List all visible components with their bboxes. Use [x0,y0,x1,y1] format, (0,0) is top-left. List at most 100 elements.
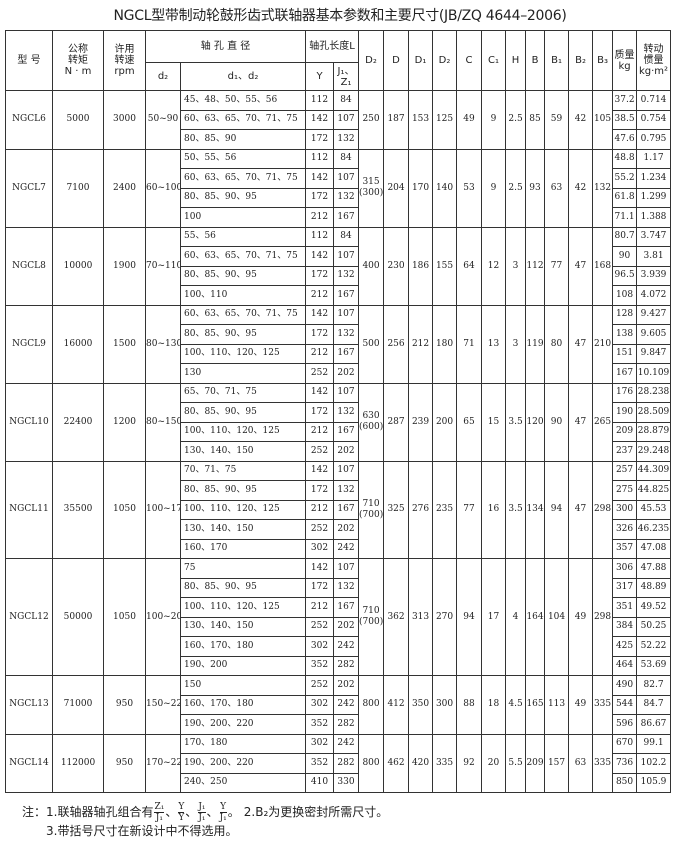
cell: 200 [432,382,458,462]
cell: 35500 [52,460,104,559]
cell: 710 (700) [358,460,385,559]
cell: 60、63、65、70、71、75 [179,304,307,325]
note-text: 2.B₂为更换密封所需尺寸。 [243,805,389,819]
cell: 55、56 [179,226,307,247]
cell: 326 [612,519,638,540]
cell: 9.605 [636,324,672,345]
cell: 202 [333,363,360,384]
cell: 950 [103,675,146,735]
cell: 77 [456,460,483,559]
cell: 4 [505,558,527,676]
cell: 544 [612,694,638,715]
cell: 252 [305,675,335,696]
cell: 138 [612,324,638,345]
cell: 176 [612,382,638,403]
header-row: d₂ d₁、d₂ Y J₁、Z₁ [6,62,671,91]
cell: 61.8 [612,187,638,208]
cell: 212 [305,421,335,442]
cell: 172 [305,324,335,345]
cell: 84 [333,90,360,111]
cell: 1.388 [636,207,672,228]
cell: 384 [612,616,638,637]
cell: 134 [525,460,546,559]
cell: 412 [383,675,410,735]
cell: 9.847 [636,343,672,364]
header-row: 型 号公称 转矩 N · m 许用 转速 rpm 轴 孔 直 径轴孔长度L D₂ D D₁ D₂ C C… [5,30,672,91]
denominator: Y [178,813,185,823]
cell: 47.88 [636,558,672,579]
cell: 50000 [52,558,104,676]
cell: 20 [481,733,507,793]
cell: 190、200、220 [179,753,307,774]
cell: 335 [592,675,614,735]
cell: 170 [408,148,434,228]
fraction: J₁ J₁ [198,802,206,823]
cell: 53 [456,148,483,228]
data-row: 60、63、65、70、71、75 142 107 55.2 1.234 [6,168,672,189]
cell: 165 [525,675,546,735]
cell: 10.109 [636,363,672,384]
numerator: Y [178,802,185,813]
cell: 48.89 [636,577,672,598]
text-line: rpm [114,66,135,77]
cell: 9.427 [636,304,672,325]
data-row: NGCL6 5000 3000 50~90 45、48、50、55、56 112 84 250… [5,90,672,150]
cell: 64 [456,226,483,306]
cell: 132 [592,148,614,228]
cell: 112 [525,226,546,306]
cell: 172 [305,129,335,150]
cell: 157 [544,733,570,793]
numerator: Z₁ [154,802,165,813]
data-row: 160、170、180 302 242 425 52.22 [6,636,672,657]
cell: 28.879 [636,421,672,442]
text-line: 质量 [614,49,635,61]
denominator: J₁ [219,813,227,823]
data-row: NGCL14112000950170~220170、18030224280046… [5,733,672,793]
cell: 190 [612,402,638,423]
header-cell: d₁、d₂ [179,62,307,91]
cell: 151 [612,343,638,364]
cell: 302 [305,694,335,715]
cell: 96.5 [612,265,638,286]
cell: 71.1 [612,207,638,228]
cell: 94 [456,558,483,676]
cell: 77 [544,226,570,306]
header-cell: C [456,30,483,91]
data-row: 60、63、65、70、71、75 142 107 38.5 0.754 [6,109,672,130]
cell: 2.5 [505,90,527,150]
cell: 107 [333,460,360,481]
cell: 3.939 [636,265,672,286]
cell: 252 [305,616,335,637]
cell: 270 [432,558,458,676]
cell: 202 [333,441,360,462]
numerator: Y [219,802,227,813]
cell: 0.714 [636,90,672,111]
text-line: 许用 [114,44,135,55]
cell: 65、70、71、75 [179,382,307,403]
data-row: 100、110 212 167 108 4.072 [6,285,672,306]
cell: 70、71、75 [179,460,307,481]
cell: 107 [333,168,360,189]
cell: 142 [305,109,335,130]
cell: 16 [481,460,507,559]
cell: 80.7 [612,226,638,247]
cell: 3 [505,226,527,306]
cell: 315 (300) [358,148,385,228]
cell: 168 [592,226,614,306]
cell: 298 [592,460,614,559]
note-1: 注：1.联轴器轴孔组合有 Z₁ J₁、 Y Y、 J₁ J₁、 Y J₁。 2.B₂为更换密封所需… [22,802,388,823]
header-cell: D₂ [358,30,385,91]
header-cell: B₁ [544,30,570,91]
cell: 130、140、150 [179,441,307,462]
cell: 250 [358,90,385,150]
cell: 150~220 [145,675,181,735]
text-line: kg [618,60,631,72]
cell: 172 [305,577,335,598]
cell: 49.52 [636,597,672,618]
cell: 167 [333,421,360,442]
note-text: 。 [227,805,240,819]
cell: NGCL11 [5,460,53,559]
cell: 71000 [52,675,104,735]
